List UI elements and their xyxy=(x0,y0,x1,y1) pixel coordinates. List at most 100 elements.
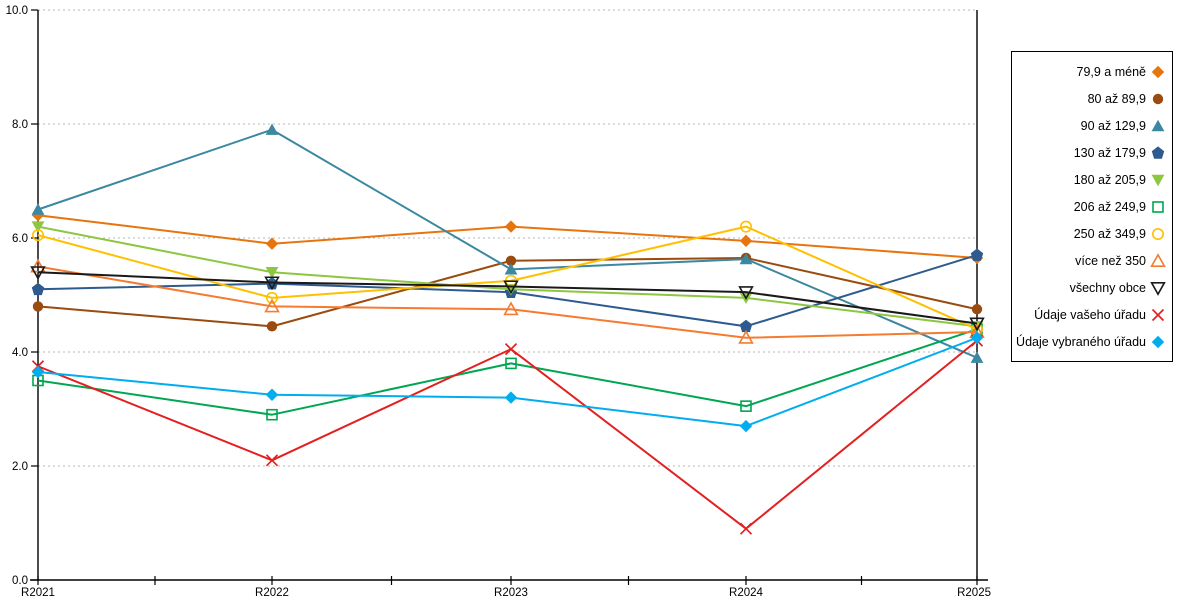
legend-marker-triangle-down-icon xyxy=(1151,174,1165,186)
marker-triangle-down xyxy=(738,286,754,300)
marker-diamond xyxy=(265,237,279,250)
marker-diamond xyxy=(504,391,518,404)
marker-triangle-down xyxy=(1150,281,1166,296)
y-axis-label: 2.0 xyxy=(12,461,28,473)
legend-item: 180 až 205,9 xyxy=(1014,172,1166,188)
legend-item: 250 až 349,9 xyxy=(1014,226,1166,242)
marker-diamond xyxy=(970,331,984,344)
marker-x xyxy=(1151,308,1165,321)
x-axis-label: R2025 xyxy=(957,587,991,599)
legend-item-label: více než 350 xyxy=(1075,253,1146,268)
legend-item: 90 až 129,9 xyxy=(1014,118,1166,134)
marker-pentagon xyxy=(1151,145,1165,159)
series-v-echny-obce xyxy=(30,266,985,332)
marker-triangle-up xyxy=(31,203,45,215)
legend-item-label: 80 až 89,9 xyxy=(1087,91,1146,106)
marker-pentagon xyxy=(970,248,984,261)
marker-diamond xyxy=(265,388,279,401)
marker-triangle-down xyxy=(503,280,519,295)
marker-triangle-up xyxy=(738,329,754,344)
legend-item-label: 79,9 a méně xyxy=(1076,64,1147,79)
marker-circle xyxy=(266,321,278,332)
legend-item: Údaje vybraného úřadu xyxy=(1014,334,1166,350)
gridlines xyxy=(38,9,977,467)
marker-circle xyxy=(739,220,752,233)
marker-diamond xyxy=(739,419,753,433)
marker-triangle-up xyxy=(970,351,984,363)
legend-marker-diamond-icon xyxy=(1151,335,1165,348)
x-axis-label: R2021 xyxy=(21,587,55,599)
marker-triangle-down xyxy=(264,276,280,291)
marker-circle xyxy=(1152,227,1164,240)
marker-square xyxy=(1152,200,1164,213)
legend-item-label: 206 až 249,9 xyxy=(1073,199,1146,214)
legend-marker-diamond-icon xyxy=(1151,65,1165,78)
legend-marker-triangle-up-icon xyxy=(1150,252,1166,267)
legend-item: všechny obce xyxy=(1014,280,1166,296)
y-axis-label: 10.0 xyxy=(6,5,28,17)
marker-circle xyxy=(32,301,44,312)
series-line xyxy=(37,128,978,359)
y-axis-label: 8.0 xyxy=(12,119,28,131)
legend-item-label: Údaje vybraného úřadu xyxy=(1016,334,1146,349)
legend-item: 79,9 a méně xyxy=(1014,64,1166,80)
legend-marker-triangle-down-icon xyxy=(1150,281,1166,296)
x-axis-label: R2022 xyxy=(255,587,289,599)
legend-item: více než 350 xyxy=(1014,252,1166,269)
axis-labels: 0.0 2.0 4.0 6.0 8.0 10.0 R2021 R2022 R2023 R2024 R… xyxy=(6,5,991,599)
series-206-a-249-9 xyxy=(32,323,983,421)
legend-item-label: 250 až 349,9 xyxy=(1073,226,1146,241)
series-line xyxy=(37,328,978,416)
marker-square xyxy=(740,400,752,412)
series--daje-vybran-ho-adu xyxy=(31,331,984,433)
y-axis-label: 0.0 xyxy=(12,575,28,587)
series-line xyxy=(37,265,978,339)
x-axis-label: R2023 xyxy=(494,587,528,599)
marker-diamond xyxy=(1151,335,1165,348)
series-line xyxy=(37,271,978,325)
marker-square xyxy=(266,408,278,421)
marker-circle xyxy=(31,229,44,242)
marker-diamond xyxy=(739,234,753,248)
legend-marker-circle-icon xyxy=(1152,227,1164,240)
marker-triangle-down xyxy=(31,221,45,233)
legend-item-label: Údaje vašeho úřadu xyxy=(1034,307,1146,322)
legend-item: 206 až 249,9 xyxy=(1014,199,1166,215)
chart-series xyxy=(30,123,985,535)
marker-circle xyxy=(1152,93,1164,104)
marker-triangle-up xyxy=(739,252,753,265)
legend-item: 80 až 89,9 xyxy=(1014,91,1166,107)
legend-item-label: 130 až 179,9 xyxy=(1073,145,1146,160)
legend-marker-circle-icon xyxy=(1152,93,1164,104)
marker-x xyxy=(739,522,753,535)
legend-item-label: 180 až 205,9 xyxy=(1073,172,1146,187)
marker-circle xyxy=(971,304,983,315)
x-axis-label: R2024 xyxy=(729,587,763,599)
marker-diamond xyxy=(1151,65,1165,78)
chart-legend: 79,9 a méně 80 až 89,9 90 až 129,9 130 až 1… xyxy=(1011,51,1173,362)
marker-pentagon xyxy=(739,319,753,333)
legend-marker-square-icon xyxy=(1152,200,1164,213)
marker-square xyxy=(505,357,517,370)
marker-pentagon xyxy=(31,282,45,296)
marker-triangle-up xyxy=(265,123,279,135)
marker-x xyxy=(265,454,279,467)
marker-triangle-down xyxy=(265,267,279,279)
series-v-ce-ne-350 xyxy=(30,258,985,344)
legend-item-label: 90 až 129,9 xyxy=(1080,118,1146,133)
marker-triangle-up xyxy=(1150,252,1166,267)
legend-marker-x-icon xyxy=(1151,308,1165,321)
marker-triangle-up xyxy=(504,263,518,275)
series-line xyxy=(37,214,978,259)
legend-item: 130 až 179,9 xyxy=(1014,145,1166,161)
legend-item-label: všechny obce xyxy=(1069,280,1146,295)
marker-circle xyxy=(505,255,517,266)
y-axis-label: 4.0 xyxy=(12,347,28,359)
legend-marker-pentagon-icon xyxy=(1151,145,1165,159)
legend-item: Údaje vašeho úřadu xyxy=(1014,307,1166,323)
marker-triangle-up xyxy=(503,301,519,316)
marker-x xyxy=(504,343,518,356)
marker-diamond xyxy=(504,220,518,233)
y-axis-label: 6.0 xyxy=(12,233,28,245)
